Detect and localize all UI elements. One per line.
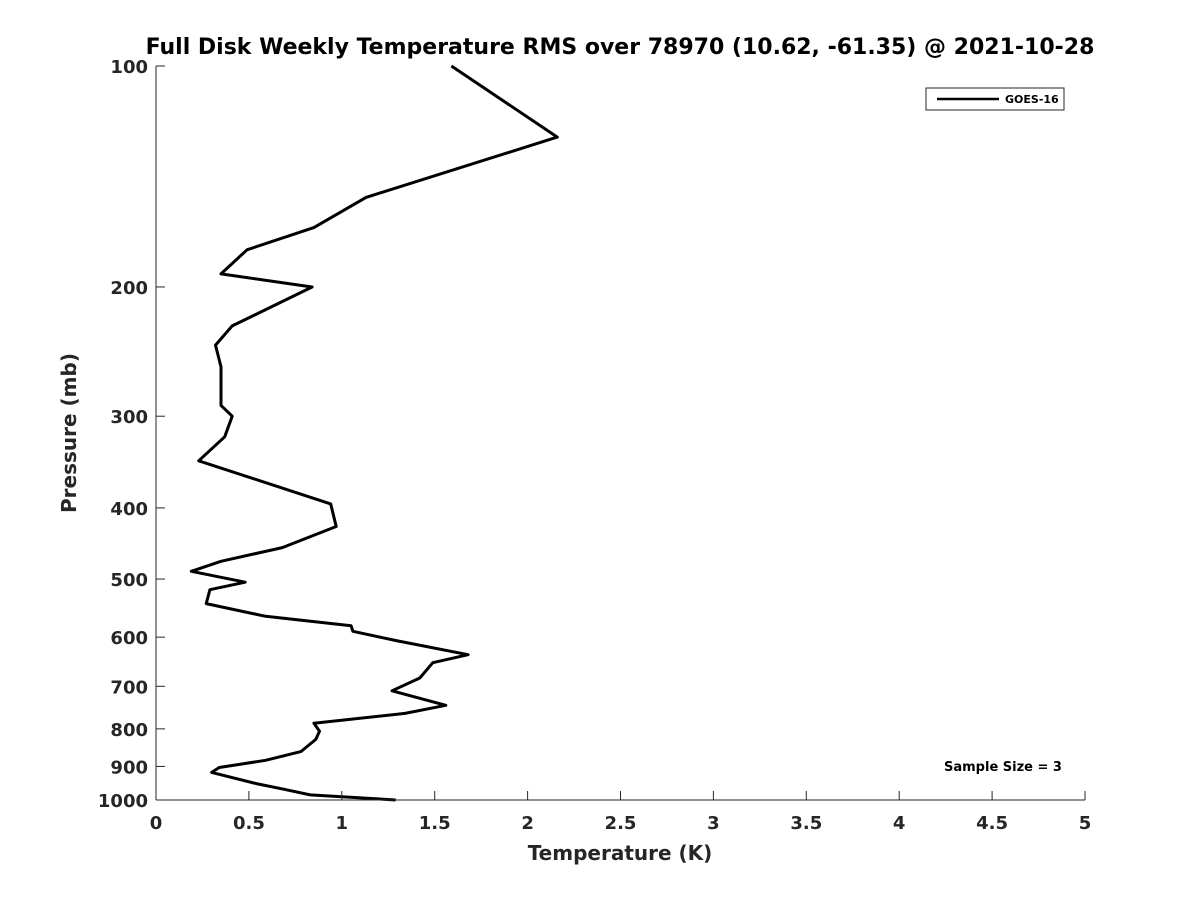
y-axis-label: Pressure (mb) [57, 353, 81, 513]
x-axis-label: Temperature (K) [528, 841, 713, 865]
x-tick-label: 3.5 [790, 813, 822, 834]
y-tick-label: 700 [110, 677, 148, 698]
legend: GOES-16 [925, 87, 1065, 111]
y-ticks: 100 200 300 400 500 600 700 800 900 1000 [98, 57, 165, 812]
x-tick-label: 5 [1079, 813, 1092, 834]
plot-area [156, 66, 1085, 800]
x-tick-label: 0.5 [233, 813, 265, 834]
y-tick-label: 300 [110, 407, 148, 428]
x-ticks: 0 0.5 1 1.5 2 2.5 3 3.5 4 4.5 5 [150, 791, 1092, 834]
series-line-goes-16 [189, 64, 559, 802]
x-tick-label: 4.5 [976, 813, 1008, 834]
y-tick-label: 100 [110, 57, 148, 78]
x-tick-label: 1 [336, 813, 349, 834]
x-tick-label: 2.5 [605, 813, 637, 834]
y-tick-label: 200 [110, 278, 148, 299]
x-tick-label: 1.5 [419, 813, 451, 834]
y-tick-label: 600 [110, 628, 148, 649]
y-tick-label: 400 [110, 499, 148, 520]
x-tick-label: 4 [893, 813, 906, 834]
chart-title: Full Disk Weekly Temperature RMS over 78… [146, 35, 1095, 60]
x-tick-label: 3 [707, 813, 720, 834]
x-tick-label: 2 [521, 813, 534, 834]
y-tick-label: 1000 [98, 791, 148, 812]
y-tick-label: 800 [110, 720, 148, 741]
legend-label-goes-16: GOES-16 [1005, 93, 1059, 106]
y-tick-label: 900 [110, 757, 148, 778]
x-tick-label: 0 [150, 813, 163, 834]
sample-size-annotation: Sample Size = 3 [944, 760, 1062, 775]
data-layer [189, 64, 559, 802]
y-tick-label: 500 [110, 570, 148, 591]
